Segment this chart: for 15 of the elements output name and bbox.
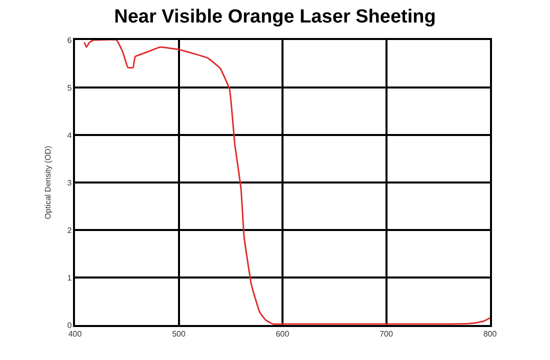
line-series bbox=[84, 40, 490, 325]
x-tick-label: 700 bbox=[380, 329, 394, 338]
x-tick-label: 800 bbox=[483, 329, 498, 338]
y-tick-label: 5 bbox=[67, 83, 72, 92]
x-tick-label: 600 bbox=[276, 329, 290, 338]
y-tick-label: 2 bbox=[67, 226, 72, 235]
y-tick-label: 0 bbox=[67, 320, 72, 330]
x-tick-label: 400 bbox=[68, 329, 82, 338]
x-tick-label: 500 bbox=[172, 329, 186, 338]
y-axis-title: Optical Density (OD) bbox=[43, 145, 52, 220]
y-tick-label: 1 bbox=[67, 273, 72, 282]
chart-title: Near Visible Orange Laser Sheeting bbox=[114, 6, 436, 28]
y-tick-label: 3 bbox=[67, 178, 72, 188]
y-tick-label: 6 bbox=[67, 36, 72, 45]
y-tick-label: 4 bbox=[67, 130, 72, 140]
